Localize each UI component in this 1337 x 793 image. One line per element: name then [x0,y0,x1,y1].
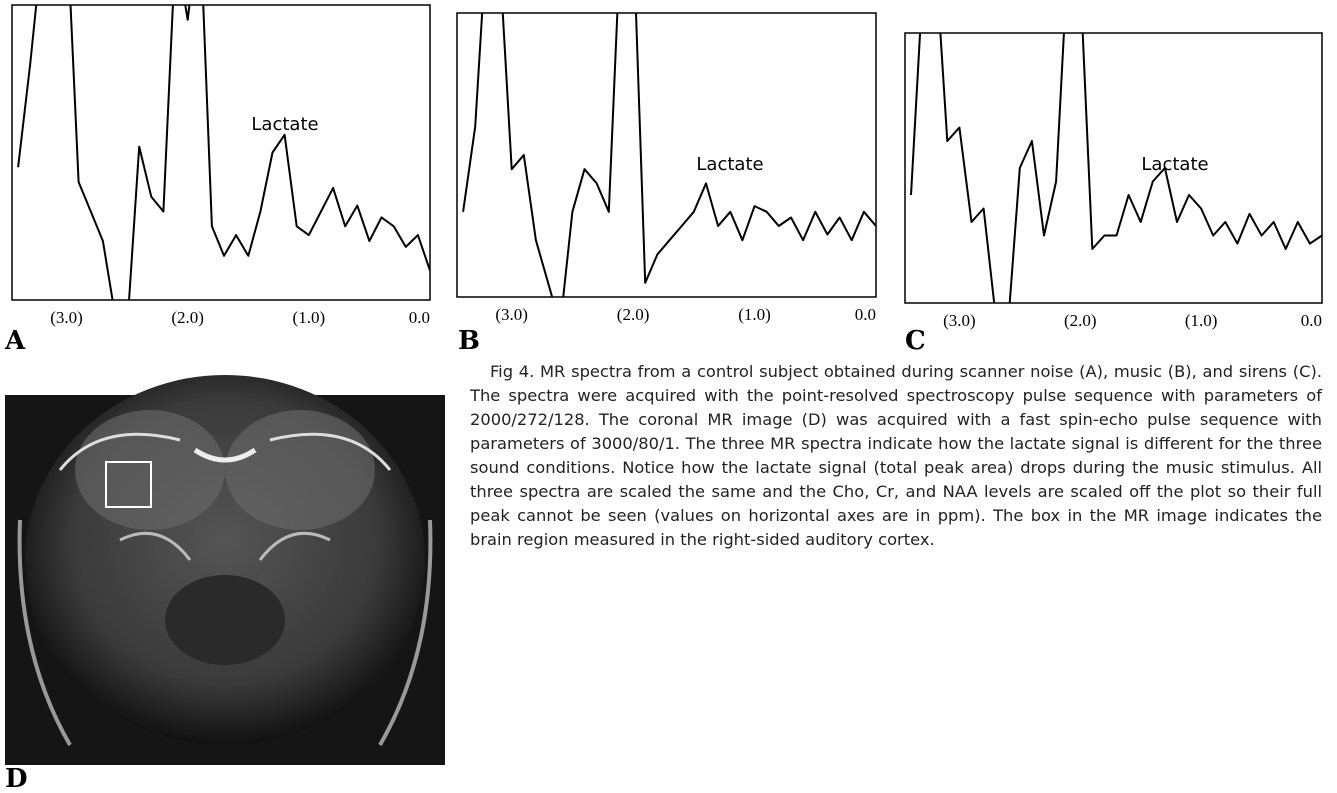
annotation: Lactate [1141,154,1208,175]
x-tick-label: (1.0) [738,305,771,324]
panel-label: D [5,764,28,793]
spectrum-line [462,13,876,297]
x-tick-label: (2.0) [171,308,204,327]
panel-label: A [4,326,26,356]
x-tick-label: (1.0) [293,308,326,327]
panel-label: B [458,326,480,356]
plot-frame [11,4,431,301]
x-tick-label: (3.0) [50,308,83,327]
x-tick-label: (3.0) [943,311,976,330]
annotation: Lactate [251,114,318,135]
x-tick-label: 0.0 [855,305,876,324]
panel-label: C [905,326,926,356]
annotation: Lactate [696,154,763,175]
x-tick-label: 0.0 [409,308,430,327]
x-tick-label: (1.0) [1185,311,1218,330]
spectrum-line [910,33,1322,303]
x-tick-label: 0.0 [1301,311,1322,330]
caption: Fig 4. MR spectra from a control subject… [470,362,1322,549]
x-tick-label: (2.0) [1064,311,1097,330]
x-tick-label: (2.0) [617,305,650,324]
plot-frame [904,32,1323,304]
spectrum-line [17,5,430,300]
x-tick-label: (3.0) [495,305,528,324]
plot-frame [456,12,877,298]
mr-image [5,375,445,765]
